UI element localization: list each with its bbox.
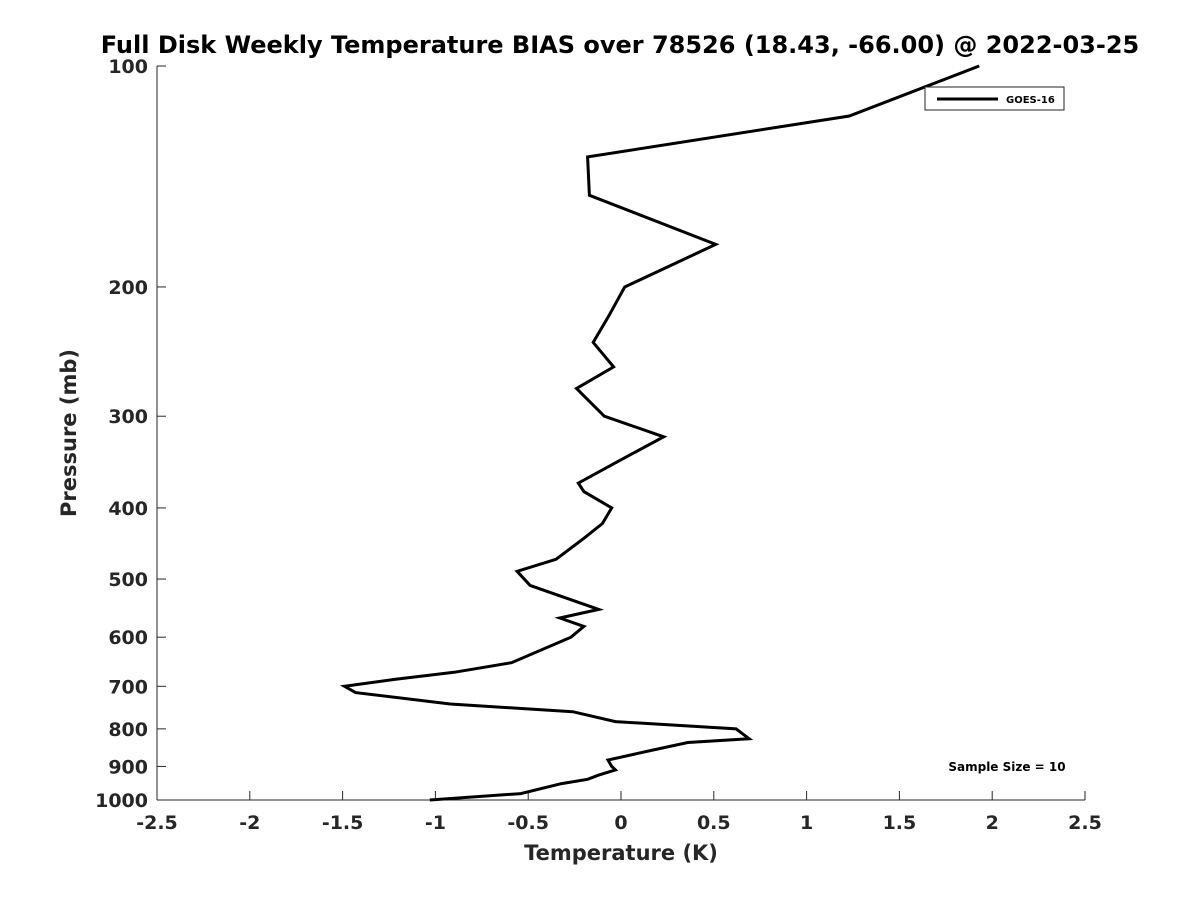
x-tick-label: -0.5 <box>507 812 549 834</box>
legend: GOES-16 <box>924 86 1065 111</box>
x-tick-label: 0.5 <box>697 812 731 834</box>
y-tick-label: 100 <box>108 56 148 78</box>
x-tick-label: -2.5 <box>136 812 178 834</box>
y-tick-label: 600 <box>108 627 148 649</box>
x-axis-label: Temperature (K) <box>524 841 718 865</box>
y-axis-label: Pressure (mb) <box>57 349 81 517</box>
y-ticks: 100 200 300 400 500 600 700 800 900 1000 <box>95 56 166 812</box>
y-tick-label: 700 <box>108 676 148 698</box>
x-tick-label: 2 <box>986 812 999 834</box>
y-tick-label: 900 <box>108 756 148 778</box>
x-tick-label: 2.5 <box>1068 812 1102 834</box>
axes <box>156 66 1085 801</box>
x-tick-label: -1.5 <box>322 812 364 834</box>
sample-size-annotation: Sample Size = 10 <box>948 760 1065 774</box>
chart-title: Full Disk Weekly Temperature BIAS over 7… <box>101 31 1140 59</box>
x-tick-label: -2 <box>239 812 260 834</box>
y-tick-label: 800 <box>108 719 148 741</box>
x-tick-label: 1 <box>800 812 813 834</box>
x-tick-label: 0 <box>614 812 627 834</box>
y-tick-label: 300 <box>108 406 148 428</box>
x-tick-label: 1.5 <box>883 812 917 834</box>
series-line-goes-16 <box>339 64 980 802</box>
y-tick-label: 1000 <box>95 790 148 812</box>
x-ticks: -2.5 -2 -1.5 -1 -0.5 0 0.5 1 1.5 2 2.5 <box>136 791 1102 834</box>
y-tick-label: 500 <box>108 569 148 591</box>
y-tick-label: 400 <box>108 498 148 520</box>
y-tick-label: 200 <box>108 277 148 299</box>
legend-label-goes-16: GOES-16 <box>1006 95 1055 106</box>
x-tick-label: -1 <box>425 812 446 834</box>
series-lines <box>339 64 980 802</box>
